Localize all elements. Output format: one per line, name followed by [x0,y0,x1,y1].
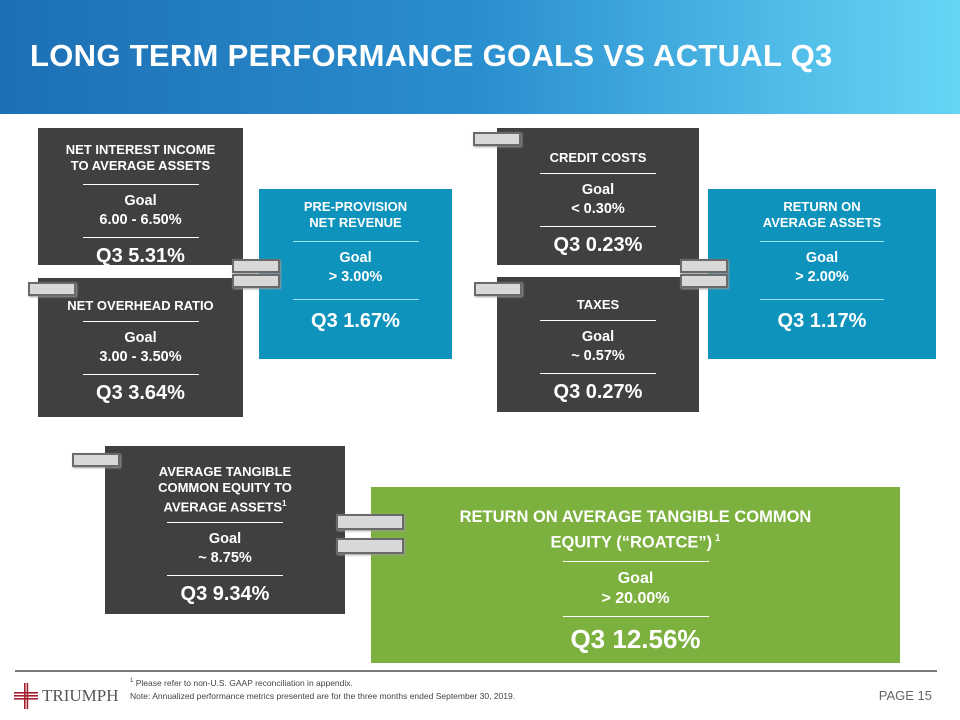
divider [760,299,884,300]
actual-value: Q3 1.67% [311,310,400,332]
cross-logo-icon [14,683,38,709]
box-heading: NET REVENUE [309,215,402,230]
goal-label: Goal [581,182,615,198]
credit-costs-box: CREDIT COSTS Goal < 0.30% Q3 0.23% [497,128,699,265]
connector [28,282,76,296]
divider [292,241,419,242]
nii-box: NET INTEREST INCOME TO AVERAGE ASSETS Go… [38,128,243,267]
goal-label: Goal [124,330,157,346]
connector [680,259,728,273]
divider [82,321,199,322]
actual-value: Q3 12.56% [570,623,701,654]
box-heading: TO AVERAGE ASSETS [70,158,211,173]
logo-text: TRIUMPH [42,686,119,705]
goal-value: 6.00 - 6.50% [99,212,182,228]
actual-value: Q3 5.31% [96,245,185,267]
goal-label: Goal [208,531,242,548]
ppnr-box: PRE-PROVISION NET REVENUE Goal > 3.00% Q… [259,189,452,359]
footnote-mark: 1 [712,533,721,544]
goal-value: ~ 0.57% [571,348,625,364]
divider [562,560,709,562]
box-heading: AVERAGE ASSETS1 [105,496,345,515]
goal-label: Goal [581,329,615,345]
divider [82,237,199,238]
goal-value: > 2.00% [795,269,849,285]
goal-value: 3.00 - 3.50% [99,349,182,365]
divider [760,241,884,242]
box-heading: COMMON EQUITY TO [158,480,292,495]
actual-value: Q3 1.17% [777,310,867,332]
page-number: PAGE 15 [878,688,932,703]
box-heading: NET INTEREST INCOME [65,142,216,157]
actual-value: Q3 0.23% [553,234,643,256]
divider [562,615,709,617]
connector [474,282,522,296]
divider [82,374,199,375]
box-heading: PRE-PROVISION [303,199,408,214]
goal-value: ~ 8.75% [198,550,252,567]
box-heading: TAXES [576,297,620,312]
footnote-text: Please refer to non-U.S. GAAP reconcilia… [133,678,353,688]
page-title: LONG TERM PERFORMANCE GOALS VS ACTUAL Q3 [30,38,833,73]
divider [540,173,656,174]
triumph-logo: TRIUMPH [14,683,119,709]
box-heading: NET OVERHEAD RATIO [67,298,214,313]
footer-divider [15,670,937,672]
actual-value: Q3 3.64% [96,382,185,404]
divider [82,184,199,185]
footnote: 1 Please refer to non-U.S. GAAP reconcil… [130,678,353,688]
taxes-box: TAXES Goal ~ 0.57% Q3 0.27% [497,277,699,412]
divider [292,299,419,300]
divider [540,226,656,227]
box-heading: RETURN ON [783,199,861,214]
goal-value: > 20.00% [601,589,670,607]
heading-text: AVERAGE ASSETS [163,499,282,515]
footer-note: Note: Annualized performance metrics pre… [130,691,516,701]
divider [167,575,283,577]
connector [336,538,404,554]
connector [72,453,120,467]
box-heading: EQUITY (“ROATCE”) 1 [371,528,900,554]
actual-value: Q3 0.27% [553,381,643,403]
divider [540,320,656,321]
overhead-box: NET OVERHEAD RATIO Goal 3.00 - 3.50% Q3 … [38,278,243,417]
heading-text: EQUITY (“ROATCE”) [550,533,713,552]
actual-value: Q3 9.34% [180,583,270,606]
roatce-box: RETURN ON AVERAGE TANGIBLE COMMON EQUITY… [371,487,900,663]
box-heading: RETURN ON AVERAGE TANGIBLE COMMON [459,508,812,526]
goal-label: Goal [617,569,654,587]
box-heading: AVERAGE TANGIBLE [158,464,292,479]
roaa-box: RETURN ON AVERAGE ASSETS Goal > 2.00% Q3… [708,189,936,359]
goal-value: > 3.00% [328,269,383,285]
goal-label: Goal [805,250,839,266]
divider [540,373,656,374]
footnote-mark: 1 [130,678,134,685]
connector [473,132,521,146]
header-banner [0,0,960,114]
connector [336,514,404,530]
goal-label: Goal [339,250,372,266]
box-heading: AVERAGE ASSETS [762,215,882,230]
atce-box: AVERAGE TANGIBLE COMMON EQUITY TO AVERAG… [105,446,345,614]
divider [167,522,283,524]
connector [680,274,728,288]
connector [232,274,280,288]
goal-label: Goal [124,193,157,209]
goal-value: < 0.30% [571,201,625,217]
connector [232,259,280,273]
footnote-mark: 1 [282,499,287,508]
box-heading: CREDIT COSTS [549,150,647,165]
